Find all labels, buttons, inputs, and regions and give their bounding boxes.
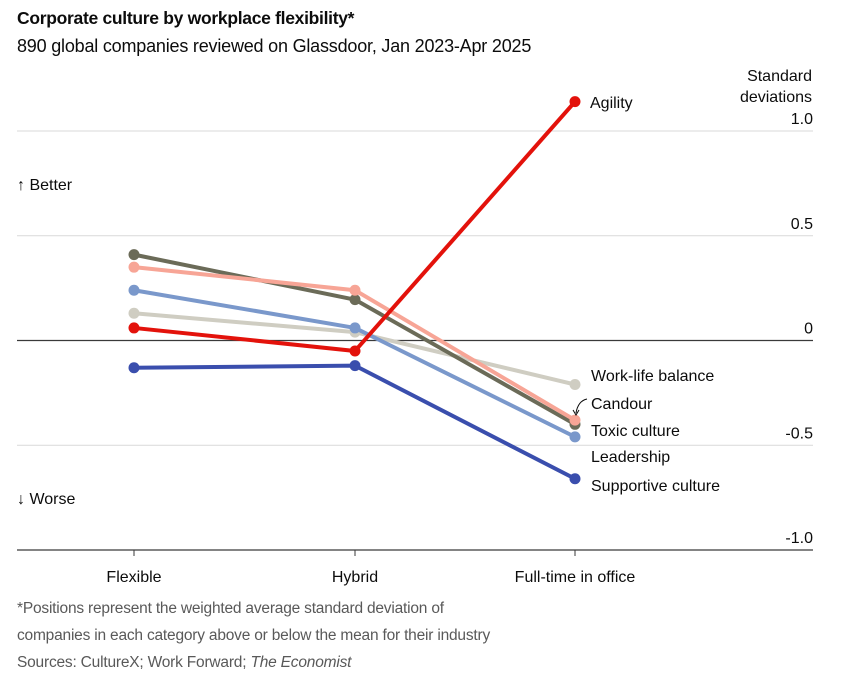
- data-point-candour: [128, 261, 140, 273]
- y-tick-label: -0.5: [785, 425, 813, 442]
- series-line-agility: [132, 99, 577, 353]
- data-point-supportive-culture: [569, 473, 581, 485]
- end-label-work-life-balance: Work-life balance: [591, 368, 714, 385]
- x-tick-label: Full-time in office: [515, 569, 636, 586]
- footnote-line-1: *Positions represent the weighted averag…: [17, 600, 444, 617]
- data-point-leadership: [128, 284, 140, 296]
- data-point-work-life-balance: [569, 378, 581, 390]
- candour-leader-arrow: [572, 409, 580, 416]
- candour-leader-line: [575, 398, 588, 414]
- data-point-toxic-culture: [128, 249, 140, 261]
- y-axis-unit-label: Standard deviations: [740, 66, 812, 108]
- y-axis-unit-line-1: Standard: [747, 68, 812, 85]
- x-tick-label: Hybrid: [332, 569, 378, 586]
- data-point-toxic-culture: [349, 294, 361, 306]
- x-tick-label: Flexible: [106, 569, 161, 586]
- end-label-leadership: Leadership: [591, 449, 670, 466]
- data-point-candour: [349, 284, 361, 296]
- y-tick-label: 1.0: [791, 111, 813, 128]
- y-axis-unit-line-2: deviations: [739, 89, 812, 106]
- chart-subtitle: 890 global companies reviewed on Glassdo…: [17, 36, 532, 56]
- end-label-candour: Candour: [591, 396, 653, 413]
- data-point-leadership: [569, 431, 581, 443]
- end-label-toxic-culture: Toxic culture: [591, 423, 680, 440]
- data-point-supportive-culture: [128, 362, 140, 374]
- data-point-supportive-culture: [349, 360, 361, 372]
- data-point-agility: [349, 345, 361, 357]
- chart-title: Corporate culture by workplace flexibili…: [17, 8, 355, 28]
- data-point-agility: [128, 322, 140, 334]
- y-tick-label: 0: [804, 321, 813, 338]
- sources-publication: The Economist: [250, 654, 352, 671]
- worse-annotation: ↓ Worse: [17, 491, 75, 508]
- better-annotation: ↑ Better: [17, 177, 73, 194]
- end-label-agility: Agility: [590, 95, 633, 112]
- data-point-agility: [569, 96, 581, 108]
- y-tick-label: 0.5: [791, 216, 813, 233]
- data-point-leadership: [349, 322, 361, 334]
- series-line-toxic-culture: [132, 252, 577, 427]
- data-point-work-life-balance: [128, 307, 140, 319]
- y-tick-label: -1.0: [785, 530, 813, 547]
- footnote-line-2: companies in each category above or belo…: [17, 627, 490, 644]
- sources-line: Sources: CultureX; Work Forward; The Eco…: [17, 654, 351, 672]
- sources-prefix: Sources: CultureX; Work Forward;: [17, 654, 251, 671]
- data-point-candour: [569, 414, 581, 426]
- end-label-supportive-culture: Supportive culture: [591, 478, 720, 495]
